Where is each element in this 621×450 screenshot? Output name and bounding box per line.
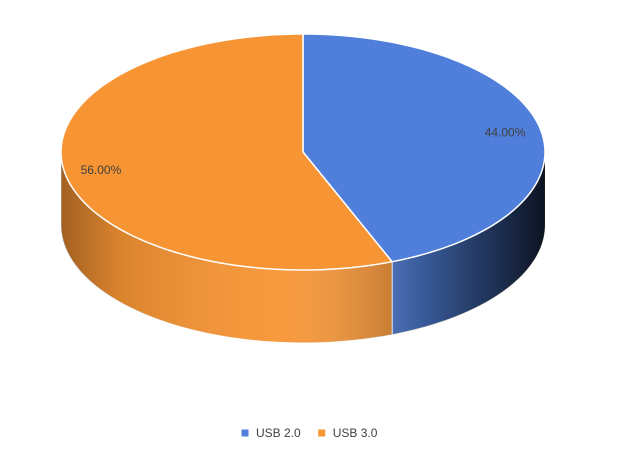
pie-slice [302, 33, 546, 336]
slice-top [60, 33, 394, 271]
slice-side-shade [392, 152, 545, 335]
slice-side-shade [61, 152, 393, 343]
data-label: 44.00% [485, 125, 526, 139]
data-label: 56.00% [81, 163, 122, 177]
legend-swatch [318, 429, 326, 437]
legend-label: USB 2.0 [256, 426, 301, 440]
legend-swatch [241, 429, 249, 437]
slice-top [302, 33, 546, 263]
legend-label: USB 3.0 [333, 426, 378, 440]
pie-slice [60, 33, 394, 344]
